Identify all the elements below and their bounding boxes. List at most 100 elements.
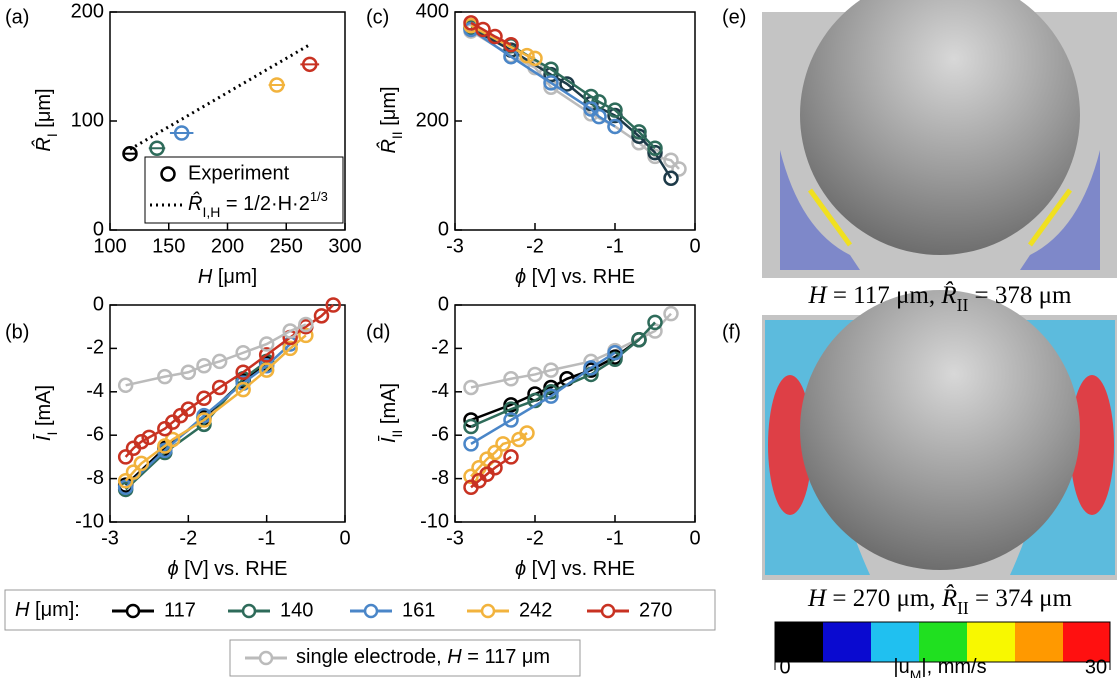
data-point [282, 340, 298, 357]
label-part: = 378 μm [968, 282, 1072, 309]
label-part: Ī [32, 433, 55, 441]
image-f [762, 290, 1117, 580]
legend-label: 270 [639, 599, 672, 621]
label-part: H [807, 585, 828, 612]
panel-label: (d) [366, 321, 390, 343]
data-point [235, 344, 251, 361]
legend-box [144, 156, 344, 224]
legend-box [229, 639, 581, 677]
data-point [141, 429, 157, 446]
colorbar-step [967, 622, 1015, 662]
data-point [607, 102, 623, 118]
label-part: H [15, 599, 30, 621]
y-tick-label: -6 [431, 423, 449, 445]
x-tick-label: 0 [689, 235, 700, 257]
panel-label: (b) [5, 321, 29, 343]
data-point [149, 140, 165, 156]
label-part: ϕ [515, 266, 526, 288]
data-point [503, 397, 519, 413]
legend-marker [480, 603, 496, 619]
label-part: H [447, 646, 462, 668]
data-point [475, 21, 491, 38]
y-tick-label: -10 [75, 510, 104, 532]
x-tick-label: 0 [339, 527, 350, 549]
data-point [122, 145, 138, 162]
label-part: |u [893, 656, 909, 678]
flow-right [1020, 150, 1100, 270]
data-point [487, 444, 503, 461]
legend-marker [363, 603, 379, 619]
y-tick-label: 0 [438, 218, 449, 240]
data-point [180, 364, 197, 381]
series-line [470, 432, 528, 478]
image-e [762, 0, 1117, 278]
data-point [269, 77, 285, 93]
data-point [503, 36, 519, 53]
legend-marker [600, 603, 616, 619]
label-part: = 374 μm [969, 585, 1073, 612]
label-part: I [44, 133, 60, 137]
x-tick-label: 250 [270, 235, 303, 257]
colorbar-step [823, 622, 871, 662]
y-tick-label: -4 [86, 380, 104, 402]
series-line [470, 28, 616, 128]
data-point [503, 412, 519, 428]
label-part: = 1/2·H·2 [220, 193, 309, 215]
legend-label: 161 [402, 599, 435, 621]
data-point [527, 50, 543, 67]
flow-right-fast [1027, 188, 1073, 247]
label-part: II [957, 295, 969, 315]
data-point [164, 431, 181, 448]
x-tick-label: 300 [328, 235, 361, 257]
legend-label: 140 [280, 599, 313, 621]
x-tick-label: -2 [526, 527, 544, 549]
label-part: [μm] [212, 266, 257, 288]
y-tick-label: 200 [71, 0, 104, 22]
data-point [519, 47, 535, 64]
y-tick-label: 0 [93, 218, 104, 240]
series-line [125, 323, 307, 387]
colorbar-scale [774, 621, 1111, 663]
y-tick-label: 0 [93, 293, 104, 315]
label-part: M [910, 667, 922, 678]
y-tick-label: 0 [438, 293, 449, 315]
data-point [235, 364, 251, 381]
label-part: H [808, 282, 829, 309]
flow-right-fast [1070, 375, 1114, 515]
droplet [800, 290, 1080, 570]
label-part: [V] vs. RHE [526, 558, 635, 580]
colorbar-step [1015, 622, 1063, 662]
series-line [124, 360, 268, 491]
label-part: = 270 μm, [826, 585, 942, 612]
legend-label: single electrode, H = 117 μm [296, 646, 550, 668]
data-point [258, 347, 275, 363]
series-line [129, 43, 311, 151]
data-point [196, 390, 212, 407]
label-part: R̂ [32, 137, 55, 151]
data-point [258, 362, 275, 378]
data-point [591, 108, 607, 125]
colorbar-tick-label: 30 [1085, 656, 1107, 678]
data-point [543, 379, 559, 396]
data-point [503, 449, 519, 465]
data-point [117, 473, 134, 489]
legend-label: 117 [164, 599, 196, 621]
label-part: I [44, 432, 60, 436]
label-part: 1/3 [310, 189, 328, 204]
y-tick-label: -4 [431, 380, 449, 402]
plot-frame [454, 304, 696, 523]
x-tick-label: -1 [258, 527, 276, 549]
data-point [463, 436, 479, 452]
data-point [117, 479, 134, 496]
label-part: II [957, 598, 969, 618]
x-tick-label: -1 [606, 235, 624, 257]
data-point [235, 381, 251, 398]
data-point [663, 152, 679, 168]
data-point [663, 170, 679, 186]
y-tick-label: -10 [420, 510, 449, 532]
flow-left-fast [768, 375, 812, 515]
data-point [607, 344, 623, 361]
data-point [196, 358, 212, 374]
flow-left-fast [807, 188, 853, 247]
